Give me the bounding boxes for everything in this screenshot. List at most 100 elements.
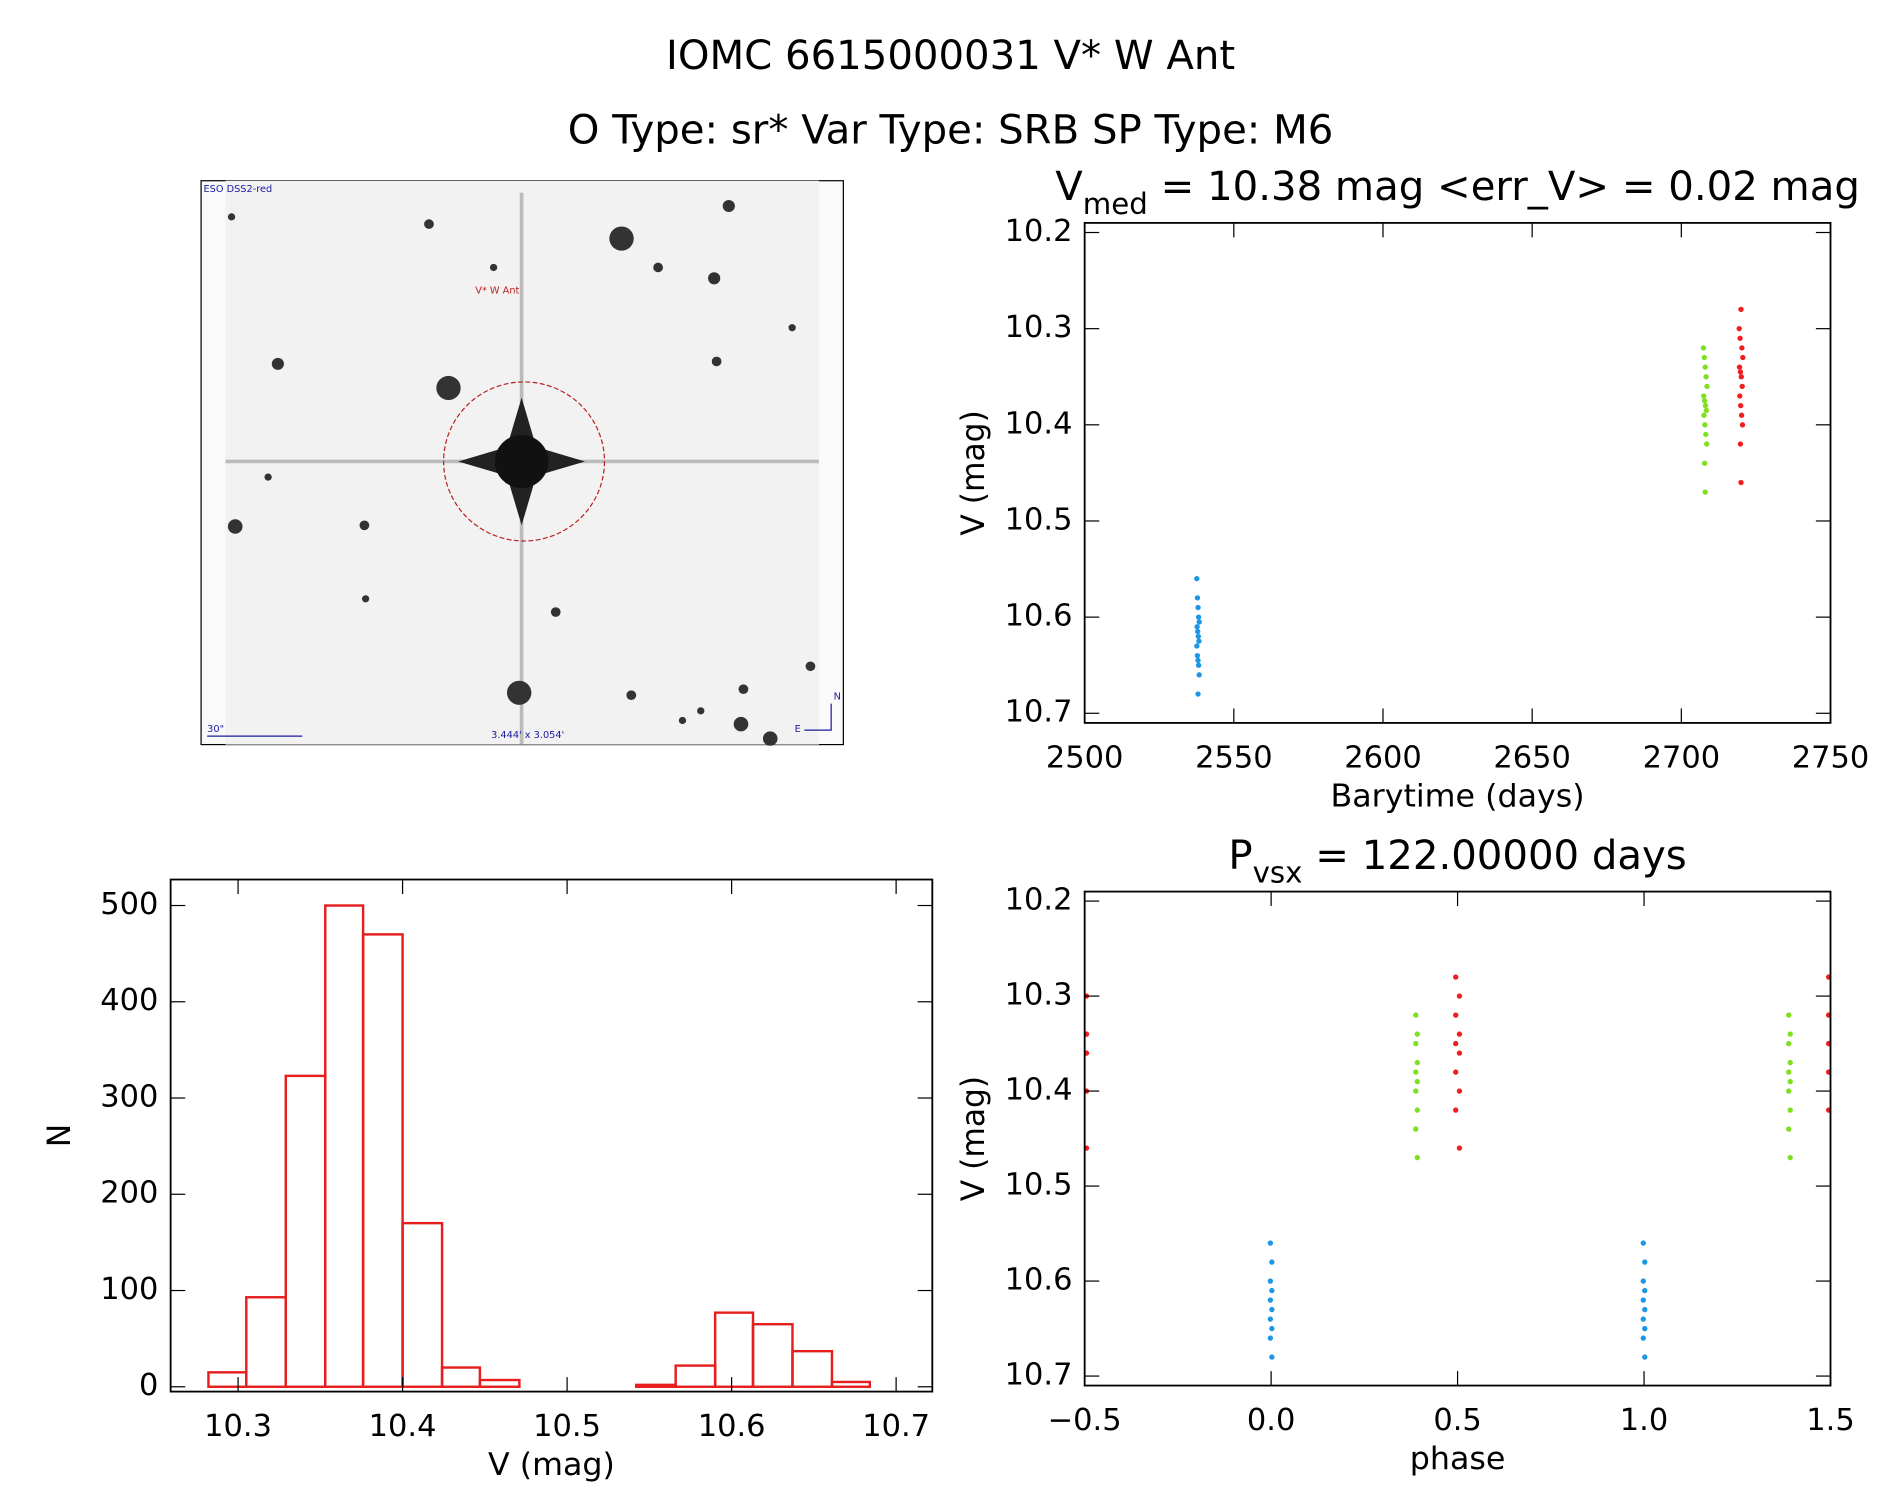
x-tick-label: 10.7 xyxy=(862,1409,930,1444)
point xyxy=(1414,1059,1420,1066)
x-tick-label: 10.3 xyxy=(204,1409,272,1444)
y-tick-label: 100 xyxy=(100,1272,158,1307)
point xyxy=(1737,441,1744,447)
point xyxy=(1413,1040,1419,1047)
x-axis-label: V (mag) xyxy=(488,1447,615,1483)
point xyxy=(1269,1259,1275,1265)
point xyxy=(1786,1126,1792,1132)
y-tick-label: 10.7 xyxy=(1005,1358,1073,1393)
point xyxy=(1269,1325,1275,1332)
point xyxy=(1701,412,1707,418)
point xyxy=(1267,1240,1274,1246)
point xyxy=(1701,354,1707,361)
hist-bar xyxy=(284,1074,327,1388)
point xyxy=(1195,628,1201,635)
point xyxy=(1704,383,1710,390)
point xyxy=(1703,431,1709,438)
point xyxy=(1453,1069,1459,1075)
y-axis-label: V (mag) xyxy=(956,410,992,535)
y-tick-label: 400 xyxy=(100,983,158,1018)
point xyxy=(1786,1069,1792,1075)
point xyxy=(1456,1050,1463,1056)
plot-area xyxy=(1084,974,1831,1360)
point xyxy=(1195,633,1202,640)
point xyxy=(1737,393,1743,399)
point xyxy=(1703,374,1709,380)
point xyxy=(1084,1145,1090,1151)
hist-bar xyxy=(440,1366,482,1388)
stars xyxy=(227,200,816,746)
point xyxy=(1195,691,1201,697)
y-tick-label: 10.5 xyxy=(1005,503,1073,538)
point xyxy=(1453,1012,1459,1018)
point xyxy=(1739,383,1745,390)
point xyxy=(1414,1031,1420,1037)
point xyxy=(1787,1107,1793,1113)
y-tick-label: 10.5 xyxy=(1005,1168,1073,1203)
plot-area xyxy=(207,904,872,1388)
point xyxy=(1414,1154,1420,1161)
hist-bar xyxy=(634,1383,677,1388)
point xyxy=(1194,576,1200,582)
point xyxy=(1825,974,1831,980)
y-tick-label: 10.6 xyxy=(1005,599,1073,634)
point xyxy=(1642,1259,1648,1265)
x-tick-label: 0.0 xyxy=(1247,1403,1295,1438)
point xyxy=(1738,412,1745,418)
hist-bar xyxy=(791,1349,834,1388)
chart-title: Vmed = 10.38 mag <err_V> = 0.02 mag xyxy=(1055,164,1860,221)
point xyxy=(1736,326,1742,332)
point xyxy=(1703,407,1710,414)
y-tick-label: 10.4 xyxy=(1005,1073,1073,1108)
chart-title: Pvsx = 122.00000 days xyxy=(1228,833,1686,890)
point xyxy=(1456,993,1463,999)
point xyxy=(1456,1145,1463,1151)
point xyxy=(1825,1040,1831,1047)
point xyxy=(1701,393,1707,399)
x-axis-label: phase xyxy=(1410,1441,1506,1477)
point xyxy=(1786,1088,1792,1094)
point xyxy=(1269,1354,1275,1360)
point xyxy=(1195,662,1202,668)
image-target: V* W Ant xyxy=(475,285,519,296)
hist-bar xyxy=(830,1380,872,1388)
chart-title-part: = 10.38 mag <err_V> = 0.02 mag xyxy=(1148,164,1860,210)
point xyxy=(1269,1287,1275,1294)
point xyxy=(1736,364,1743,370)
point xyxy=(1738,374,1744,380)
point xyxy=(1196,672,1202,678)
hist-bar xyxy=(713,1311,755,1388)
x-tick-label: 0.5 xyxy=(1433,1403,1481,1438)
y-axis-label: V (mag) xyxy=(956,1076,992,1201)
hist-bar xyxy=(207,1371,248,1388)
point xyxy=(1194,643,1200,649)
image-survey: ESO DSS2-red xyxy=(204,184,273,195)
point xyxy=(1084,1050,1090,1056)
point xyxy=(1453,1107,1459,1113)
point xyxy=(1413,1088,1419,1094)
image-scale: 30" xyxy=(207,724,224,735)
x-axis-label: Barytime (days) xyxy=(1331,779,1585,815)
hist-bar xyxy=(401,1221,444,1388)
point xyxy=(1702,402,1709,409)
hist-bar xyxy=(324,904,365,1388)
image-east: E xyxy=(795,724,801,735)
x-tick-label: 10.5 xyxy=(533,1409,601,1444)
point xyxy=(1786,1012,1792,1018)
point xyxy=(1701,460,1708,466)
hist-bar xyxy=(361,933,404,1388)
x-tick-label: −0.5 xyxy=(1048,1403,1122,1438)
point xyxy=(1739,422,1746,428)
point xyxy=(1640,1240,1646,1246)
sky-image: ESO DSS2-red V* W Ant 30" 3.444' x 3.054… xyxy=(200,180,844,746)
point xyxy=(1413,1126,1419,1132)
x-tick-label: 1.5 xyxy=(1806,1403,1854,1438)
point xyxy=(1640,1316,1646,1322)
y-tick-label: 300 xyxy=(100,1080,158,1115)
x-tick-label: 2600 xyxy=(1344,741,1422,776)
chart-title-part: P xyxy=(1228,833,1252,879)
y-tick-label: 200 xyxy=(100,1176,158,1211)
x-tick-label: 1.0 xyxy=(1620,1403,1668,1438)
page-subtitle: O Type: sr* Var Type: SRB SP Type: M6 xyxy=(568,108,1334,154)
